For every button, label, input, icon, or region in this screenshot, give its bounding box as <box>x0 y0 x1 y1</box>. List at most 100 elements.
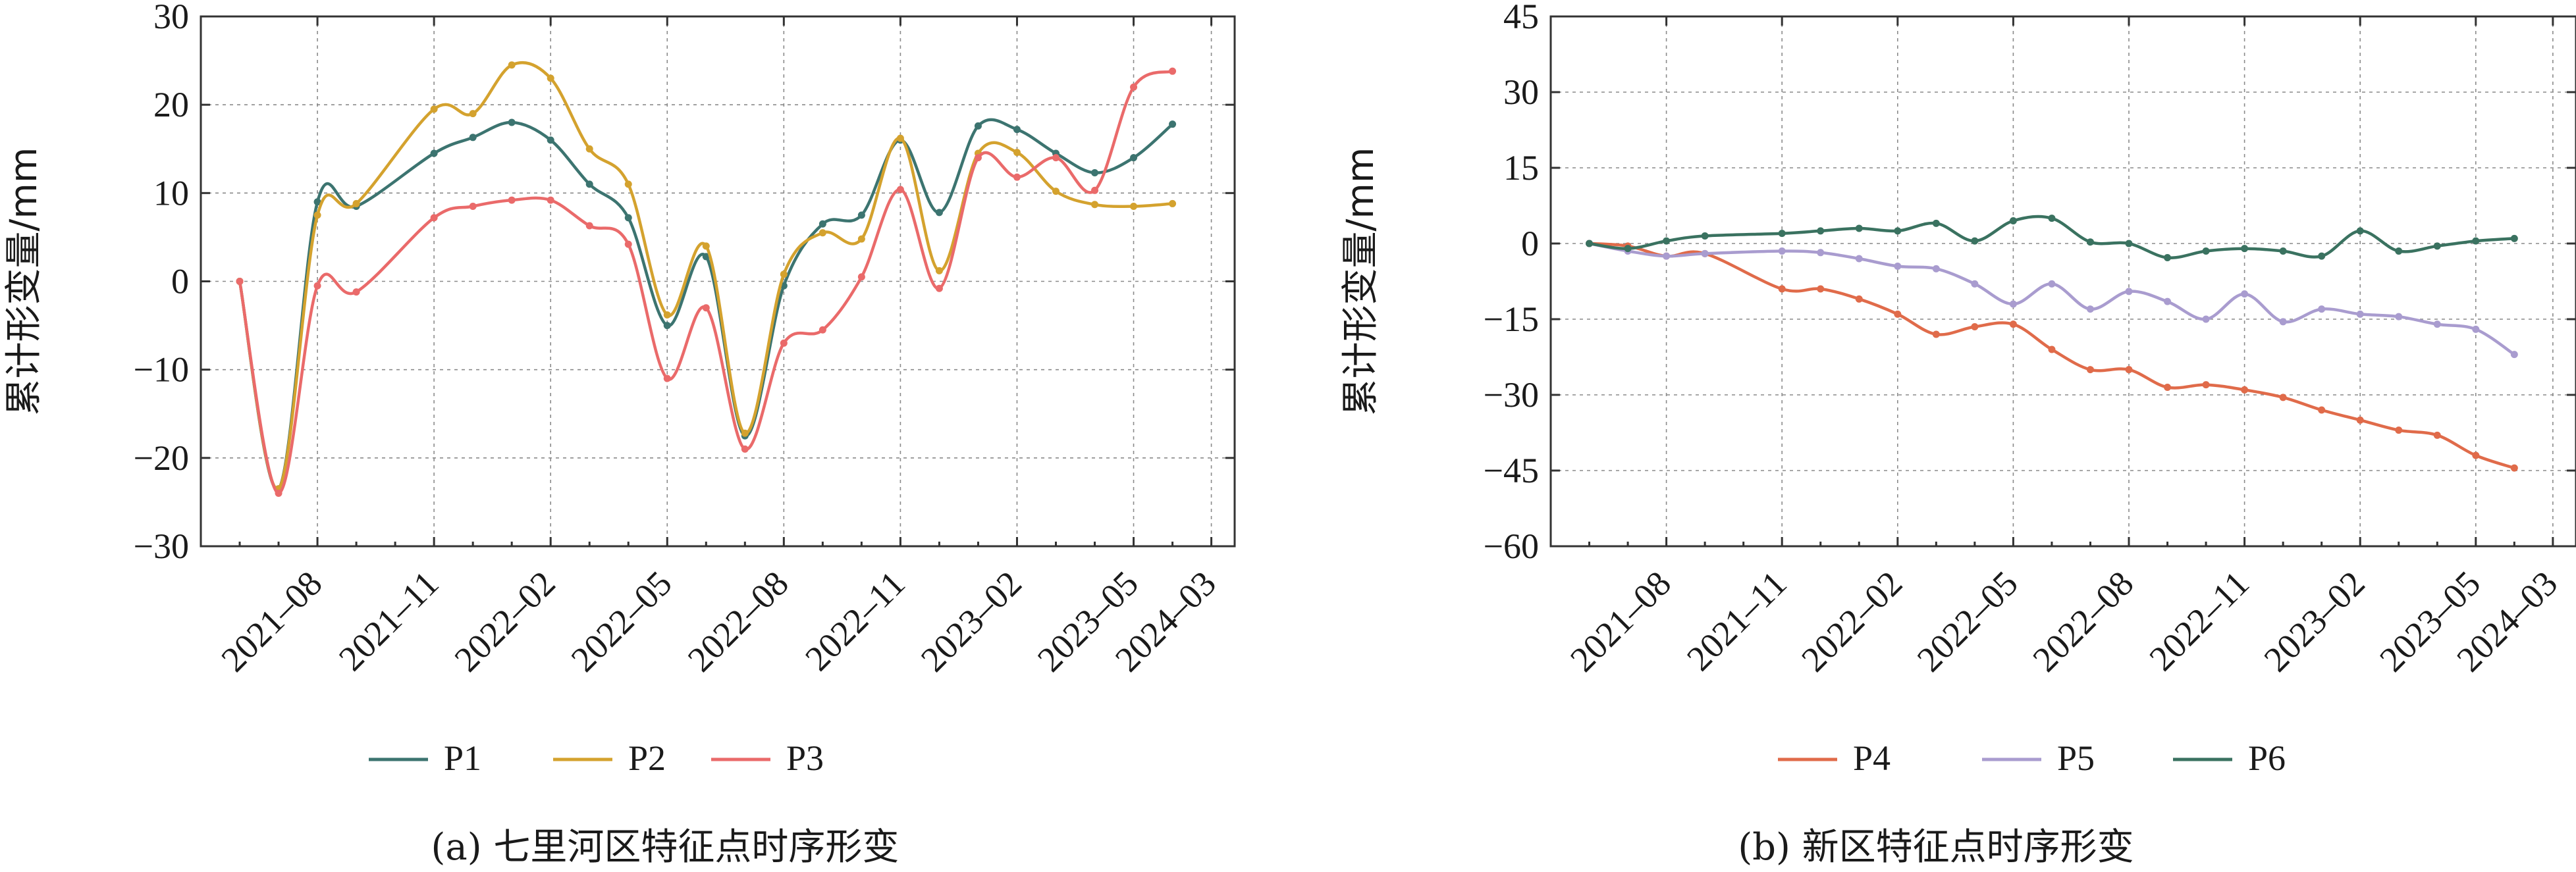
panel-a-point-P2 <box>547 74 554 82</box>
panel-a-grid <box>201 16 1235 546</box>
panel-a-point-P2 <box>585 145 593 153</box>
panel-a-point-P2 <box>1052 188 1060 195</box>
panel-a-ytick-label: −20 <box>134 438 189 478</box>
panel-a-point-P1 <box>818 220 826 228</box>
panel-b-point-P6 <box>2279 247 2287 255</box>
panel-b-ytick-label: 45 <box>1503 0 1539 36</box>
panel-a-point-P3 <box>430 214 438 222</box>
panel-b-point-P5 <box>2318 305 2326 313</box>
panel-b-point-P6 <box>2125 240 2133 247</box>
panel-a-point-P3 <box>469 202 477 210</box>
panel-b-point-P4 <box>1894 310 1902 318</box>
panel-b-point-P5 <box>2009 300 2017 308</box>
panel-b-point-P6 <box>2433 242 2441 250</box>
panel-b-point-P6 <box>2510 234 2518 242</box>
panel-b-point-P6 <box>1701 232 1709 240</box>
panel-b-point-P5 <box>2164 297 2172 305</box>
panel-b-point-P6 <box>2241 245 2249 253</box>
panel-b-point-P6 <box>2318 252 2326 260</box>
panel-b-xtick-label: 2022–08 <box>2025 563 2141 679</box>
panel-a-point-P3 <box>1052 154 1060 162</box>
panel-b-xtick-label: 2022–05 <box>1910 563 2026 679</box>
panel-a-point-P3 <box>702 304 710 312</box>
panel-a-point-P2 <box>702 242 710 250</box>
panel-a-xtick-label: 2021–11 <box>331 563 446 679</box>
panel-b-point-P5 <box>1932 265 1940 272</box>
panel-b-series-line-P5 <box>1589 242 2515 356</box>
panel-b-ytick-label: −60 <box>1484 526 1539 566</box>
panel-a-point-P3 <box>1130 83 1138 91</box>
panel-a-point-P1 <box>1169 120 1177 128</box>
panel-b-point-P4 <box>2318 406 2326 414</box>
panel-a-point-P1 <box>1091 168 1099 176</box>
panel-a-point-P3 <box>818 326 826 334</box>
panel-a-xtick-label: 2022–02 <box>447 563 563 679</box>
panel-a-point-P2 <box>1013 149 1021 157</box>
panel-a-point-P2 <box>313 211 321 219</box>
panel-b-point-P4 <box>1855 295 1863 303</box>
panel-a-point-P1 <box>702 253 710 261</box>
panel-a-point-P3 <box>663 374 671 382</box>
panel-a-point-P3 <box>624 240 632 248</box>
panel-b-point-P4 <box>2433 431 2441 439</box>
panel-a-point-P3 <box>508 196 516 204</box>
panel-a-point-P1 <box>857 211 865 219</box>
panel-b-point-P5 <box>2241 290 2249 298</box>
panel-b-legend-label-P6: P6 <box>2248 738 2286 778</box>
panel-a-legend-label-P3: P3 <box>786 738 824 778</box>
panel-b-point-P5 <box>2472 325 2480 333</box>
panel-b-grid <box>1551 16 2576 546</box>
panel-a-xtick-label: 2023–02 <box>913 563 1029 679</box>
panel-a-point-P1 <box>663 322 671 330</box>
panel-b-point-P6 <box>2048 215 2056 222</box>
panel-b-ylabel: 累计形变量/mm <box>1339 147 1382 416</box>
panel-b-ytick-label: −45 <box>1484 451 1539 490</box>
panel-b-point-P5 <box>2048 280 2056 288</box>
panel-a-point-P2 <box>430 105 438 113</box>
panel-b-point-P4 <box>2009 321 2017 328</box>
panel-a-point-P3 <box>352 288 360 296</box>
panel-a-point-P2 <box>663 311 671 319</box>
panel-a-point-P2 <box>1169 199 1177 207</box>
panel-a-point-P1 <box>1013 126 1021 134</box>
panel-a-ytick-label: 10 <box>153 173 189 213</box>
panel-a-legend-label-P1: P1 <box>444 738 481 778</box>
panel-b-point-P5 <box>2510 351 2518 359</box>
panel-a-point-P2 <box>780 270 788 278</box>
panel-a-series-line-P2 <box>238 61 1173 491</box>
panel-b-point-P6 <box>1894 227 1902 235</box>
panel-a-point-P2 <box>469 110 477 118</box>
panel-a-point-P1 <box>1130 154 1138 162</box>
panel-a-point-P3 <box>935 284 943 292</box>
panel-a-xtick-label: 2022–05 <box>564 563 680 679</box>
panel-a-point-P3 <box>1091 186 1099 194</box>
panel-b-point-P5 <box>1817 249 1825 257</box>
panel-a-point-P2 <box>624 180 632 188</box>
panel-b-xtick-label: 2021–11 <box>1679 563 1794 679</box>
panel-b-xtick-label: 2022–02 <box>1794 563 1910 679</box>
panel-a-point-P2 <box>935 267 943 274</box>
panel-a-point-P3 <box>780 339 788 347</box>
panel-b-point-P6 <box>1817 227 1825 235</box>
panel-a-caption: (a) 七里河区特征点时序形变 <box>431 826 899 869</box>
panel-b-caption: (b) 新区特征点时序形变 <box>1738 826 2133 869</box>
panel-b-point-P5 <box>2202 315 2210 323</box>
panel-a-point-P2 <box>1091 201 1099 209</box>
panel-b-point-P6 <box>2356 227 2364 235</box>
panel-b-point-P4 <box>1778 285 1786 293</box>
panel-a-point-P2 <box>818 229 826 237</box>
panel-a-point-P3 <box>547 196 554 204</box>
panel-b-xtick-label: 2021–08 <box>1563 563 1678 679</box>
panel-b-point-P4 <box>2048 346 2056 353</box>
panel-b-point-P6 <box>2009 217 2017 224</box>
panel-b-point-P4 <box>2086 366 2094 374</box>
panel-a-xtick-label: 2022–11 <box>797 563 913 679</box>
panel-b-legend-label-P5: P5 <box>2057 738 2095 778</box>
panel-b-point-P6 <box>1778 230 1786 238</box>
panel-b-point-P6 <box>2395 247 2403 255</box>
panel-b-point-P4 <box>2395 426 2403 434</box>
panel-b-point-P5 <box>2433 321 2441 328</box>
panel-a-point-P3 <box>236 278 244 285</box>
